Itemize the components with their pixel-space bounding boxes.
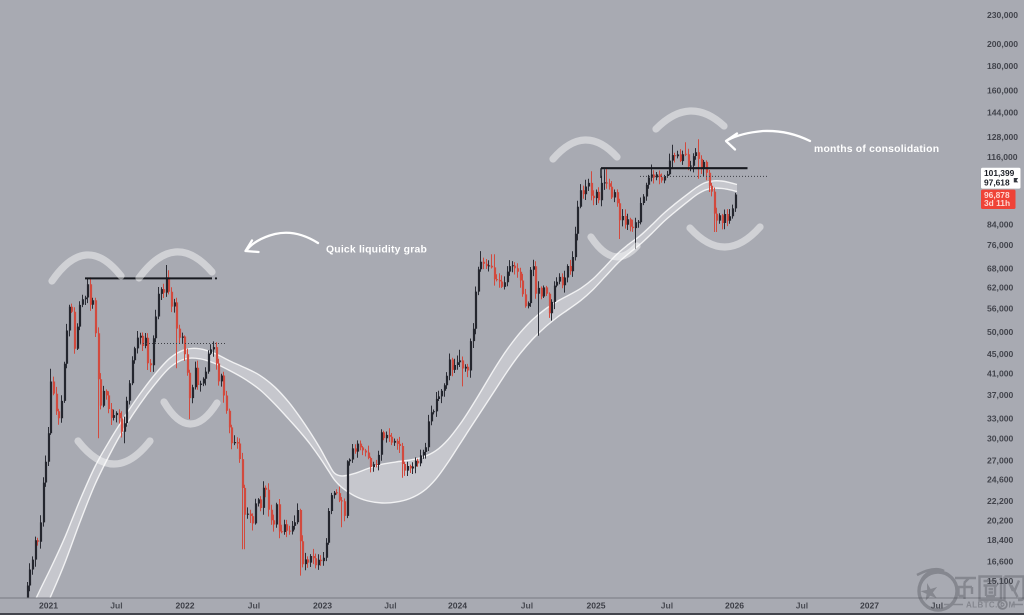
svg-text:Jul: Jul [661, 601, 673, 611]
svg-text:2025: 2025 [586, 601, 605, 611]
svg-text:3d 11h: 3d 11h [984, 198, 1010, 208]
svg-text:45,000: 45,000 [987, 349, 1014, 359]
svg-text:37,000: 37,000 [987, 390, 1014, 400]
svg-text:20,200: 20,200 [987, 516, 1014, 526]
svg-text:ALBTC.C: ALBTC.C [966, 601, 1004, 610]
svg-text:101,399: 101,399 [984, 168, 1015, 178]
svg-text:30,000: 30,000 [987, 434, 1014, 444]
svg-text:2022: 2022 [175, 601, 194, 611]
svg-text:33,000: 33,000 [987, 414, 1014, 424]
svg-text:200,000: 200,000 [987, 39, 1018, 49]
svg-text:18,400: 18,400 [987, 535, 1014, 545]
svg-text:2027: 2027 [860, 601, 879, 611]
svg-text:Jul: Jul [248, 601, 260, 611]
svg-text:116,000: 116,000 [987, 152, 1018, 162]
svg-text:144,000: 144,000 [987, 107, 1018, 117]
svg-text:2021: 2021 [39, 601, 58, 611]
svg-text:27,000: 27,000 [987, 455, 1014, 465]
svg-text:2023: 2023 [313, 601, 332, 611]
svg-text:15,100: 15,100 [987, 576, 1014, 586]
svg-text:22,200: 22,200 [987, 496, 1014, 506]
svg-text:months of consolidation: months of consolidation [814, 144, 939, 155]
svg-text:24,600: 24,600 [987, 475, 1014, 485]
svg-text:96,878: 96,878 [984, 190, 1010, 200]
svg-text:84,000: 84,000 [987, 219, 1014, 229]
svg-text:Jul: Jul [521, 601, 533, 611]
svg-text:128,000: 128,000 [987, 132, 1018, 142]
svg-text:160,000: 160,000 [987, 85, 1018, 95]
svg-text:16,600: 16,600 [987, 557, 1014, 567]
svg-text:Jul: Jul [796, 601, 808, 611]
svg-text:62,000: 62,000 [987, 283, 1014, 293]
svg-text:180,000: 180,000 [987, 61, 1018, 71]
svg-text:76,000: 76,000 [987, 240, 1014, 250]
svg-text:2026: 2026 [725, 601, 744, 611]
svg-text:Jul: Jul [931, 601, 943, 611]
svg-text:Quick liquidity grab: Quick liquidity grab [326, 245, 427, 256]
svg-text:230,000: 230,000 [987, 10, 1018, 20]
svg-text:50,000: 50,000 [987, 327, 1014, 337]
svg-text:2024: 2024 [448, 601, 467, 611]
svg-text:68,000: 68,000 [987, 263, 1014, 273]
svg-text:Jul: Jul [110, 601, 122, 611]
svg-text:Jul: Jul [384, 601, 396, 611]
svg-text:M: M [1009, 601, 1016, 610]
svg-text:56,000: 56,000 [987, 304, 1014, 314]
svg-text:41,000: 41,000 [987, 369, 1014, 379]
svg-text:97,618: 97,618 [984, 178, 1010, 188]
